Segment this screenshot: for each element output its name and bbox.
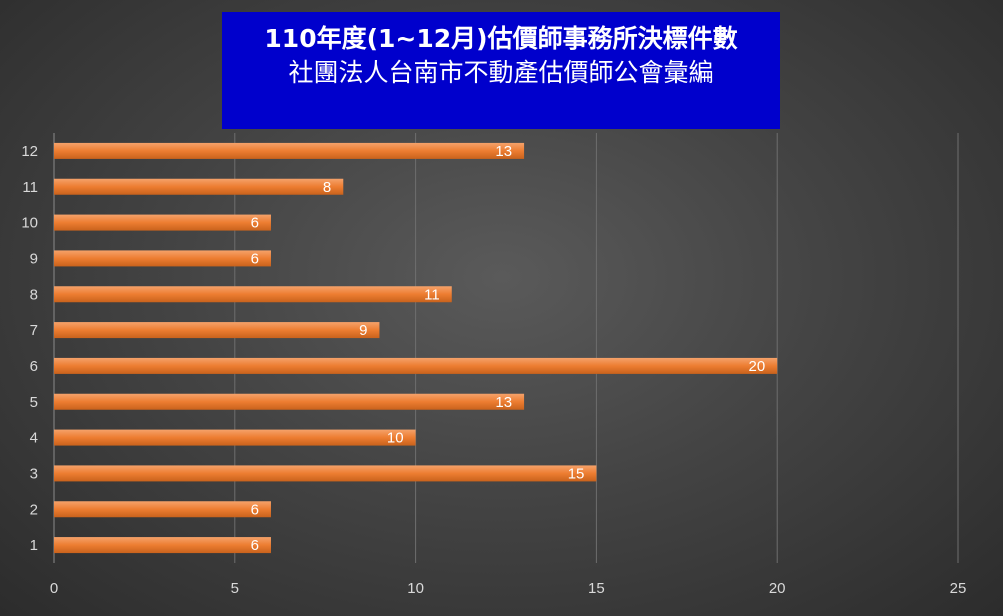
bar [54,178,344,195]
data-label: 13 [495,394,512,411]
y-tick-label: 7 [30,322,38,339]
bar [54,214,271,231]
bar [54,357,778,374]
chart-subtitle: 社團法人台南市不動產估價師公會彙編 [288,58,714,87]
x-tick-label: 25 [950,580,967,597]
y-tick-label: 12 [21,143,38,160]
data-label: 11 [424,286,440,303]
x-tick-label: 10 [407,580,424,597]
data-label: 13 [495,143,512,160]
y-tick-label: 4 [30,430,38,447]
bar [54,142,525,159]
data-label: 15 [568,465,585,482]
bar [54,322,380,339]
data-label: 6 [251,215,259,232]
bar [54,429,416,446]
x-tick-label: 5 [231,580,239,597]
y-tick-label: 11 [22,179,38,196]
bar [54,286,452,303]
y-tick-label: 6 [30,358,38,375]
data-label: 9 [359,322,367,339]
y-tick-label: 5 [30,394,38,411]
y-tick-label: 3 [30,465,38,482]
data-label: 6 [251,537,259,554]
y-tick-label: 10 [21,215,38,232]
data-label: 6 [251,250,259,267]
bar [54,250,271,267]
data-label: 20 [749,358,766,375]
x-tick-label: 20 [769,580,786,597]
bar [54,501,271,518]
data-label: 8 [323,179,331,196]
y-tick-label: 8 [30,286,38,303]
bar [54,537,271,554]
data-label: 6 [251,501,259,518]
bar [54,465,597,482]
y-tick-label: 2 [30,501,38,518]
y-tick-label: 1 [30,537,38,554]
y-tick-label: 9 [30,250,38,267]
chart-title: 110年度(1~12月)估價師事務所決標件數 [264,24,738,53]
bar [54,393,525,410]
x-tick-label: 15 [588,580,605,597]
x-tick-label: 0 [50,580,58,597]
chart-title-box: 110年度(1~12月)估價師事務所決標件數 社團法人台南市不動產估價師公會彙編 [222,12,780,129]
data-label: 10 [387,430,404,447]
